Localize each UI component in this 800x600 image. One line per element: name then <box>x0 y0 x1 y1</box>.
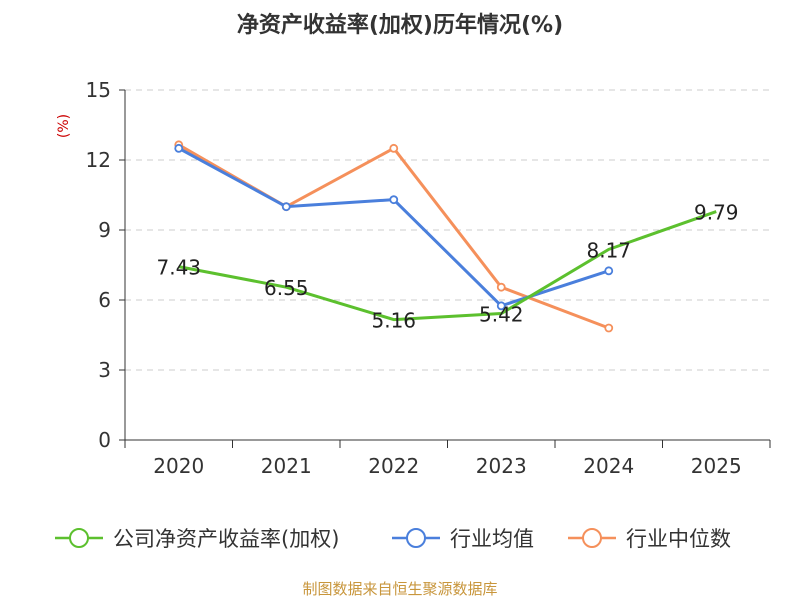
x-tick-label: 2020 <box>153 454 204 478</box>
y-tick-label: 9 <box>98 218 111 242</box>
source-note: 制图数据来自恒生聚源数据库 <box>302 580 498 598</box>
legend-label: 行业中位数 <box>626 527 731 551</box>
x-tick-label: 2024 <box>583 454 634 478</box>
y-tick-label: 3 <box>98 358 111 382</box>
data-point <box>604 323 614 333</box>
series-line <box>178 210 717 322</box>
legend[interactable]: 公司净资产收益率(加权) 行业均值 行业中位数 <box>55 527 731 551</box>
legend-marker-circle <box>69 528 89 548</box>
legend-marker-circle <box>582 528 602 548</box>
data-point <box>389 195 399 205</box>
chart-title: 净资产收益率(加权)历年情况(%) <box>237 12 563 38</box>
axes: 0 3 6 9 12 15 2020 2021 2022 2023 2024 2025 <box>86 78 771 478</box>
legend-label: 公司净资产收益率(加权) <box>113 527 339 551</box>
data-point <box>389 143 399 153</box>
series-0 <box>178 210 717 322</box>
data-point <box>604 266 614 276</box>
series-line <box>178 143 610 330</box>
data-label: 8.17 <box>586 238 631 262</box>
data-label: 6.55 <box>264 276 309 300</box>
series-2 <box>174 140 614 333</box>
legend-label: 行业均值 <box>450 527 534 551</box>
data-label: 5.16 <box>371 309 416 333</box>
x-tick-label: 2022 <box>368 454 419 478</box>
y-tick-label: 6 <box>98 288 111 312</box>
y-tick-label: 15 <box>86 78 111 102</box>
x-tick-label: 2025 <box>691 454 742 478</box>
series-1 <box>174 143 614 311</box>
data-label: 9.79 <box>694 201 739 225</box>
x-tick-label: 2021 <box>261 454 312 478</box>
data-point <box>174 143 184 153</box>
y-axis-label: (%) <box>56 114 72 138</box>
grid-lines <box>125 89 770 371</box>
y-tick-label: 0 <box>98 428 111 452</box>
data-labels: 7.43 6.55 5.16 5.42 8.17 9.79 <box>156 201 738 333</box>
data-label: 5.42 <box>479 303 524 327</box>
data-point <box>496 282 506 292</box>
y-tick-label: 12 <box>86 148 111 172</box>
series-line <box>178 147 610 308</box>
x-tick-label: 2023 <box>476 454 527 478</box>
data-point <box>281 202 291 212</box>
data-label: 7.43 <box>156 256 201 280</box>
data-point <box>496 301 506 311</box>
legend-marker-circle <box>406 528 426 548</box>
series-layer <box>174 140 717 333</box>
